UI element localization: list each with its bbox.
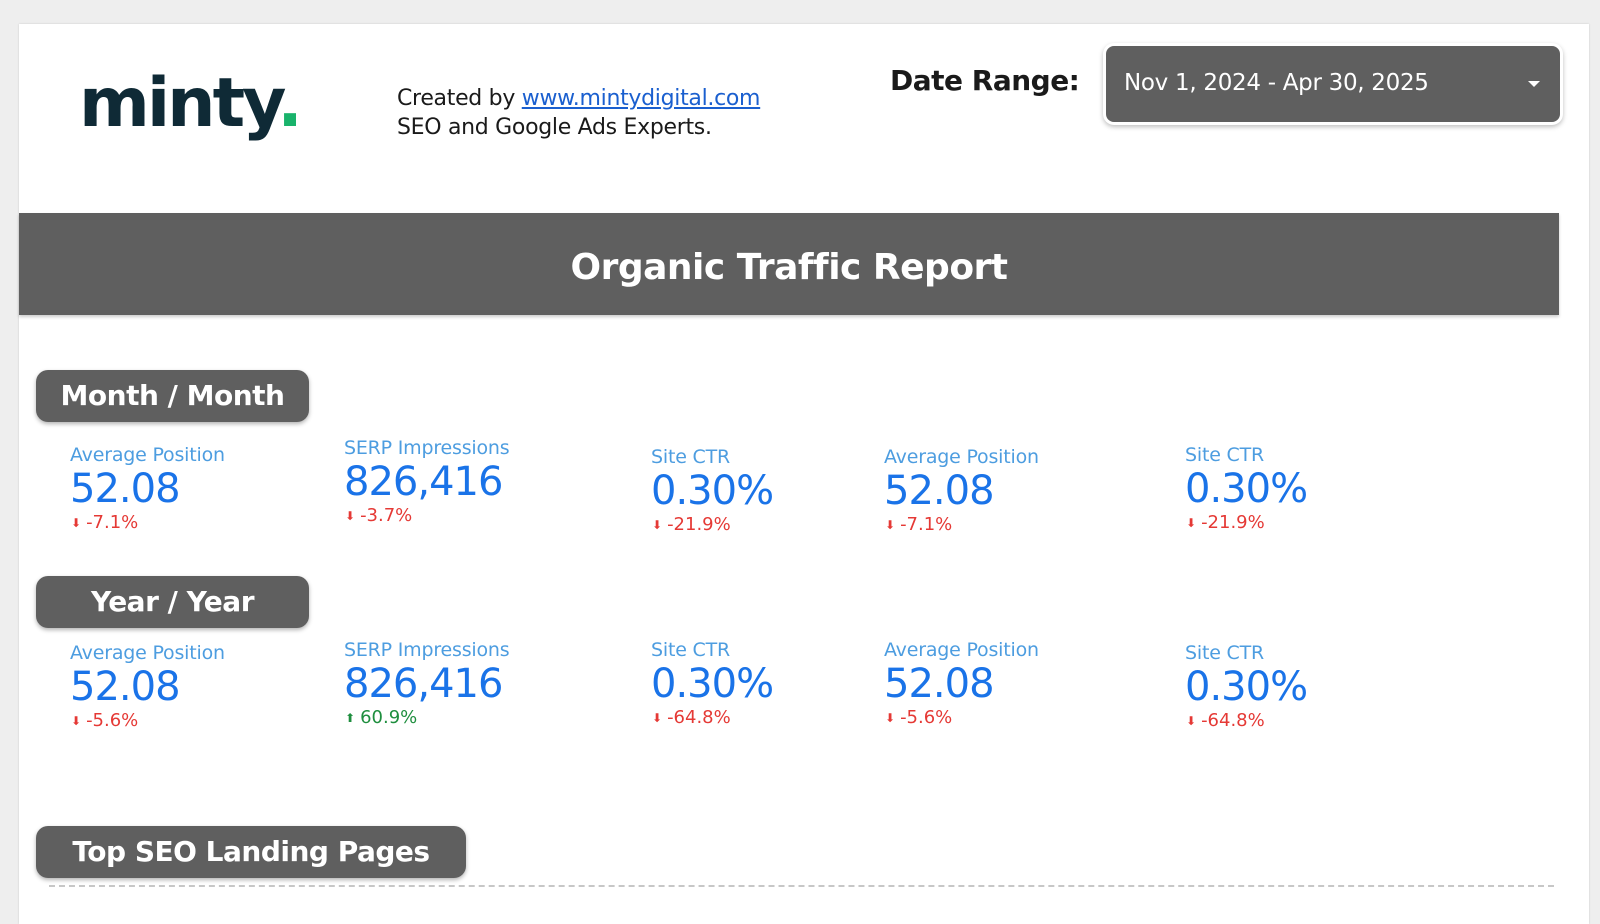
metric-delta: ⬇ -5.6% [885, 707, 1039, 728]
metric-delta: ⬇ -21.9% [1186, 512, 1307, 533]
arrow-down-icon: ⬇ [1186, 714, 1197, 728]
arrow-down-icon: ⬇ [71, 714, 82, 728]
year-over-year-heading: Year / Year [36, 576, 309, 628]
mom-average-position-card: Average Position 52.08 ⬇ -7.1% [70, 444, 225, 533]
metric-value: 52.08 [884, 468, 995, 514]
metric-delta: ⬇ -7.1% [885, 514, 1039, 535]
metric-delta-text: -21.9% [667, 514, 731, 535]
arrow-up-icon: ⬆ [345, 711, 356, 725]
arrow-down-icon: ⬇ [1186, 516, 1197, 530]
metric-delta: ⬇ -21.9% [652, 514, 773, 535]
arrow-down-icon: ⬇ [885, 518, 896, 532]
yoy-average-position-card-2: Average Position 52.08 ⬇ -5.6% [884, 639, 1039, 728]
date-range-label: Date Range: [890, 64, 1080, 97]
metric-delta-text: -5.6% [86, 710, 139, 731]
date-range-value: Nov 1, 2024 - Apr 30, 2025 [1124, 70, 1429, 96]
report-page: minty. Created by www.mintydigital.com S… [19, 24, 1589, 924]
metric-value: 52.08 [70, 664, 181, 710]
metric-value: 0.30% [1185, 466, 1308, 512]
yoy-serp-impressions-card: SERP Impressions 826,416 ⬆ 60.9% [344, 639, 510, 728]
metric-label: SERP Impressions [344, 639, 510, 661]
credit-prefix: Created by [397, 86, 522, 111]
metric-value: 52.08 [70, 466, 181, 512]
metric-delta: ⬇ -64.8% [1186, 710, 1307, 731]
yoy-site-ctr-card: Site CTR 0.30% ⬇ -64.8% [651, 639, 774, 728]
metric-label: Site CTR [1185, 444, 1264, 466]
logo-text: minty [79, 64, 280, 143]
mom-site-ctr-card: Site CTR 0.30% ⬇ -21.9% [651, 446, 774, 535]
metric-delta: ⬇ -64.8% [652, 707, 773, 728]
metric-label: Average Position [884, 446, 1039, 468]
mom-average-position-card-2: Average Position 52.08 ⬇ -7.1% [884, 446, 1039, 535]
metric-label: Average Position [70, 642, 225, 664]
credit-tagline: SEO and Google Ads Experts. [397, 115, 712, 140]
arrow-down-icon: ⬇ [71, 516, 82, 530]
minty-logo: minty. [79, 70, 303, 138]
metric-delta-text: -7.1% [900, 514, 953, 535]
metric-delta-text: -7.1% [86, 512, 139, 533]
chevron-down-icon [1528, 81, 1540, 87]
metric-delta-text: -3.7% [360, 505, 413, 526]
metric-label: Site CTR [651, 639, 730, 661]
metric-label: Site CTR [651, 446, 730, 468]
metric-delta-text: 60.9% [360, 707, 418, 728]
metric-delta: ⬇ -7.1% [71, 512, 225, 533]
landing-pages-table-border [49, 885, 1554, 887]
metric-value: 0.30% [651, 468, 774, 514]
metric-label: Average Position [70, 444, 225, 466]
metric-delta-text: -5.6% [900, 707, 953, 728]
metric-label: Average Position [884, 639, 1039, 661]
mom-site-ctr-card-2: Site CTR 0.30% ⬇ -21.9% [1185, 444, 1308, 533]
yoy-average-position-card: Average Position 52.08 ⬇ -5.6% [70, 642, 225, 731]
arrow-down-icon: ⬇ [885, 711, 896, 725]
metric-value: 826,416 [344, 661, 503, 707]
metric-value: 826,416 [344, 459, 503, 505]
logo-dot: . [277, 64, 303, 143]
metric-value: 0.30% [651, 661, 774, 707]
report-title: Organic Traffic Report [570, 247, 1008, 288]
top-seo-landing-pages-heading: Top SEO Landing Pages [36, 826, 466, 878]
report-title-banner: Organic Traffic Report [19, 213, 1559, 315]
metric-value: 52.08 [884, 661, 995, 707]
arrow-down-icon: ⬇ [652, 711, 663, 725]
metric-delta: ⬇ -5.6% [71, 710, 225, 731]
metric-value: 0.30% [1185, 664, 1308, 710]
date-range-picker[interactable]: Nov 1, 2024 - Apr 30, 2025 [1106, 46, 1560, 122]
metric-delta-text: -21.9% [1201, 512, 1265, 533]
metric-delta: ⬇ -3.7% [345, 505, 509, 526]
arrow-down-icon: ⬇ [345, 509, 356, 523]
yoy-site-ctr-card-2: Site CTR 0.30% ⬇ -64.8% [1185, 642, 1308, 731]
metric-label: Site CTR [1185, 642, 1264, 664]
metric-delta-text: -64.8% [1201, 710, 1265, 731]
metric-delta: ⬆ 60.9% [345, 707, 509, 728]
metric-label: SERP Impressions [344, 437, 510, 459]
month-over-month-heading: Month / Month [36, 370, 309, 422]
mom-serp-impressions-card: SERP Impressions 826,416 ⬇ -3.7% [344, 437, 510, 526]
arrow-down-icon: ⬇ [652, 518, 663, 532]
credit-block: Created by www.mintydigital.com SEO and … [397, 84, 761, 142]
metric-delta-text: -64.8% [667, 707, 731, 728]
credit-link[interactable]: www.mintydigital.com [521, 86, 761, 111]
